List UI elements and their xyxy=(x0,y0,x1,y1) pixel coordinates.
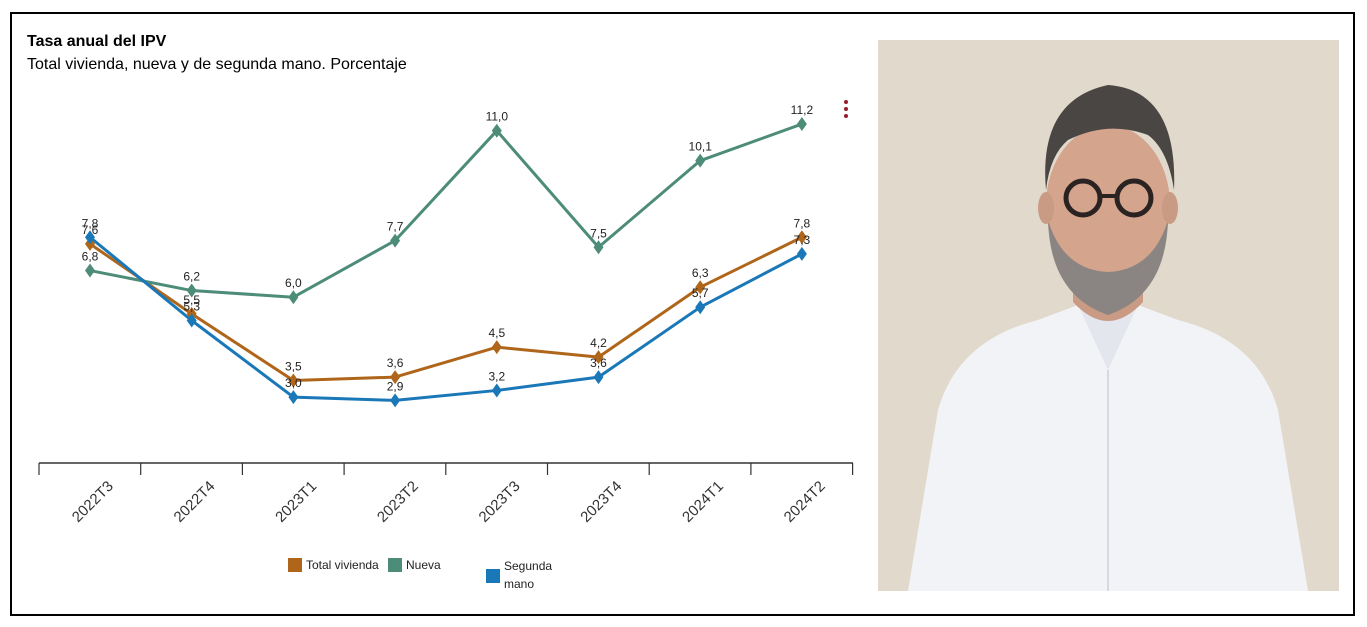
line-chart: 2022T3 2022T4 2023T1 2023T2 2023T3 2023T4 2024… xyxy=(38,103,854,526)
legend-label: Segunda mano xyxy=(504,559,553,591)
data-label: 4,5 xyxy=(488,326,505,340)
legend-label: Nueva xyxy=(406,558,441,572)
data-label: 3,6 xyxy=(387,356,404,370)
data-label: 3,0 xyxy=(285,376,302,390)
chart-subtitle: Total vivienda, nueva y de segunda mano.… xyxy=(27,56,407,73)
data-label: 4,2 xyxy=(590,336,607,350)
data-point xyxy=(390,393,401,408)
data-label: 7,8 xyxy=(82,216,99,230)
x-tick-label: 2023T1 xyxy=(272,478,320,526)
legend-swatch xyxy=(388,558,402,572)
legend-item-total-vivienda[interactable]: Total vivienda xyxy=(288,558,379,572)
series-line-0 xyxy=(89,235,803,382)
data-point xyxy=(593,240,604,255)
person-portrait-image xyxy=(878,40,1339,591)
data-label: 3,5 xyxy=(285,359,302,373)
data-label: 6,3 xyxy=(692,266,709,280)
data-point xyxy=(491,340,502,355)
data-label: 7,6 xyxy=(82,223,99,237)
data-label: 5,7 xyxy=(692,286,709,300)
legend-label: Total vivienda xyxy=(306,558,379,572)
data-label: 11,0 xyxy=(486,110,509,124)
data-point xyxy=(796,117,807,132)
x-tick-label: 2023T3 xyxy=(476,478,524,526)
data-point xyxy=(796,246,807,261)
data-point xyxy=(390,233,401,248)
x-tick-label: 2024T1 xyxy=(679,478,727,526)
data-label: 5,3 xyxy=(183,300,200,314)
series-line-1 xyxy=(89,122,803,299)
data-point xyxy=(288,290,299,305)
x-tick-label: 2022T3 xyxy=(69,478,117,526)
x-tick-label: 2024T2 xyxy=(781,478,829,526)
data-label: 10,1 xyxy=(689,140,713,154)
data-point xyxy=(85,263,95,278)
data-label: 5,5 xyxy=(183,293,200,307)
portrait-photo xyxy=(878,40,1339,591)
data-point xyxy=(85,230,95,245)
data-point xyxy=(695,280,706,295)
data-point xyxy=(796,230,807,245)
series-line-2 xyxy=(89,236,803,402)
x-tick-label: 2022T4 xyxy=(171,478,219,526)
legend-item-nueva[interactable]: Nueva xyxy=(388,558,441,572)
data-point xyxy=(186,283,197,298)
data-label: 6,8 xyxy=(82,250,99,264)
legend-item-segunda-mano[interactable]: Segunda mano xyxy=(486,558,560,594)
legend-swatch xyxy=(486,569,500,583)
data-point xyxy=(491,383,502,398)
data-point xyxy=(491,123,502,138)
x-tick-label: 2023T4 xyxy=(577,478,625,526)
data-point xyxy=(593,350,604,365)
data-label: 7,7 xyxy=(387,220,404,234)
data-label: 7,8 xyxy=(794,216,811,230)
data-point xyxy=(695,153,706,168)
data-point xyxy=(288,373,299,388)
vertical-dots-icon[interactable] xyxy=(843,100,851,122)
data-label: 2,9 xyxy=(387,379,404,393)
x-tick-label: 2023T2 xyxy=(374,478,422,526)
data-label: 7,3 xyxy=(794,233,811,247)
data-point xyxy=(186,313,197,328)
data-point xyxy=(695,300,706,315)
data-label: 7,5 xyxy=(590,226,607,240)
data-point xyxy=(288,390,299,405)
data-label: 6,2 xyxy=(183,270,200,284)
chart-title: Tasa anual del IPV xyxy=(27,33,167,50)
data-point xyxy=(593,370,604,385)
legend-swatch xyxy=(288,558,302,572)
data-point xyxy=(390,370,401,385)
data-label: 11,2 xyxy=(791,103,814,117)
data-label: 3,6 xyxy=(590,356,607,370)
data-label: 6,0 xyxy=(285,276,302,290)
data-label: 3,2 xyxy=(488,369,505,383)
